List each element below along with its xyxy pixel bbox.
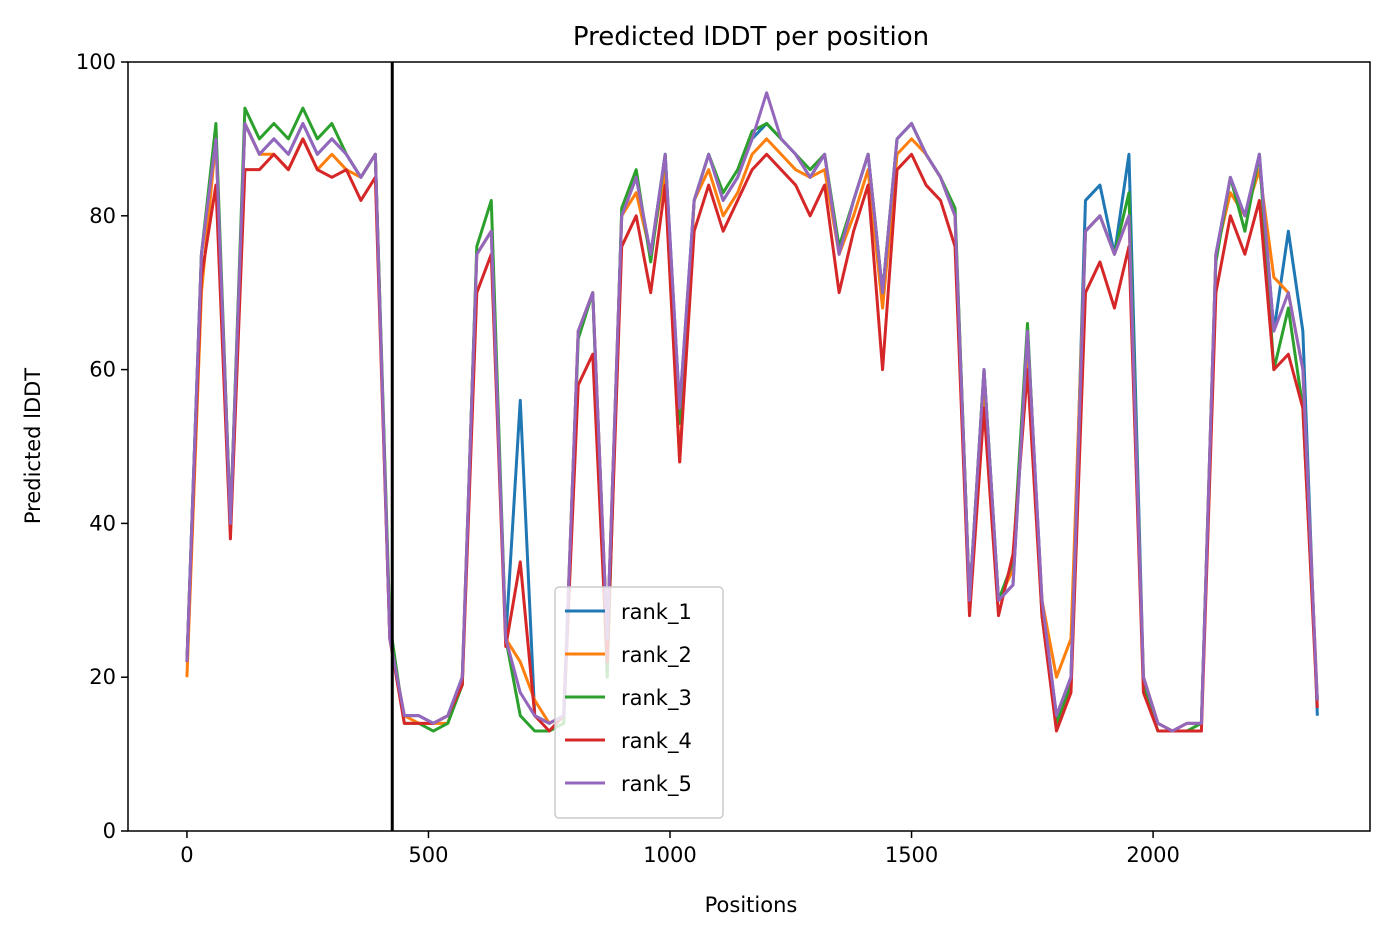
series-line (185, 122, 1319, 733)
x-tick-label: 1500 (885, 843, 938, 867)
legend-label: rank_4 (621, 729, 692, 754)
x-axis-label: Positions (705, 893, 798, 917)
legend-label: rank_5 (621, 772, 692, 797)
y-tick-label: 100 (76, 50, 116, 74)
x-tick-label: 1000 (643, 843, 696, 867)
plot-frame (127, 61, 1371, 832)
legend: rank_1 rank_2 rank_3 rank_4 rank_5 (554, 586, 724, 819)
y-tick-label: 20 (89, 665, 116, 689)
series-line (185, 122, 1319, 733)
chart-title: Predicted lDDT per position (573, 22, 929, 52)
y-tick-label: 40 (89, 511, 116, 535)
series-line (185, 106, 1319, 733)
legend-label: rank_2 (621, 643, 692, 668)
y-tick-label: 60 (89, 358, 116, 382)
x-tick-label: 0 (180, 843, 193, 867)
legend-box (554, 586, 724, 819)
y-axis-label: Predicted lDDT (21, 368, 45, 524)
legend-label: rank_1 (621, 600, 692, 625)
legend-label: rank_3 (621, 686, 692, 711)
series-line (185, 91, 1319, 733)
x-tick-label: 500 (408, 843, 448, 867)
series-line (185, 137, 1319, 733)
x-tick-label: 2000 (1126, 843, 1179, 867)
y-tick-label: 0 (103, 819, 116, 843)
y-tick-label: 80 (89, 204, 116, 228)
